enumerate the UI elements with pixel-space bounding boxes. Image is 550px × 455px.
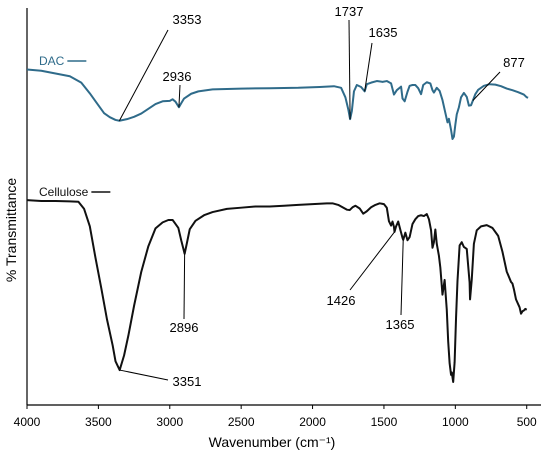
annotation-label: 877	[503, 55, 525, 70]
legend-label-dac: DAC	[39, 54, 65, 68]
annotation-label: 3351	[173, 374, 202, 389]
annotation-label: 2936	[163, 69, 192, 84]
annotation-leader	[400, 239, 404, 316]
annotation-label: 3353	[173, 12, 202, 27]
x-tick-label: 2000	[299, 415, 326, 429]
x-tick-label: 2500	[228, 415, 255, 429]
x-tick-label: 500	[517, 415, 537, 429]
annotation-label: 1365	[386, 317, 415, 332]
x-tick-label: 1000	[442, 415, 469, 429]
x-tick-label: 3000	[156, 415, 183, 429]
annotation-label: 1635	[369, 25, 398, 40]
x-tick-label: 1500	[371, 415, 398, 429]
annotation-leader	[118, 29, 169, 121]
annotation-leader	[472, 71, 501, 101]
annotation-leader	[119, 369, 169, 381]
series-line-cellulose	[26, 199, 528, 383]
annotation-leader	[364, 42, 373, 92]
annotation-leader	[178, 84, 181, 108]
annotation-label: 1737	[335, 4, 364, 19]
annotation-leader	[349, 231, 395, 291]
x-tick-label: 3500	[85, 415, 112, 429]
legend-label-cellulose: Cellulose	[39, 185, 89, 199]
x-tick-label: 4000	[14, 415, 41, 429]
x-axis-label: Wavenumber (cm⁻¹)	[209, 434, 336, 450]
annotation-leader	[348, 19, 351, 120]
annotation-label: 1426	[327, 293, 356, 308]
y-axis-label: % Transmittance	[3, 178, 19, 282]
series-line-dac	[26, 68, 529, 141]
annotation-leader	[183, 253, 186, 320]
annotation-label: 2896	[170, 320, 199, 335]
